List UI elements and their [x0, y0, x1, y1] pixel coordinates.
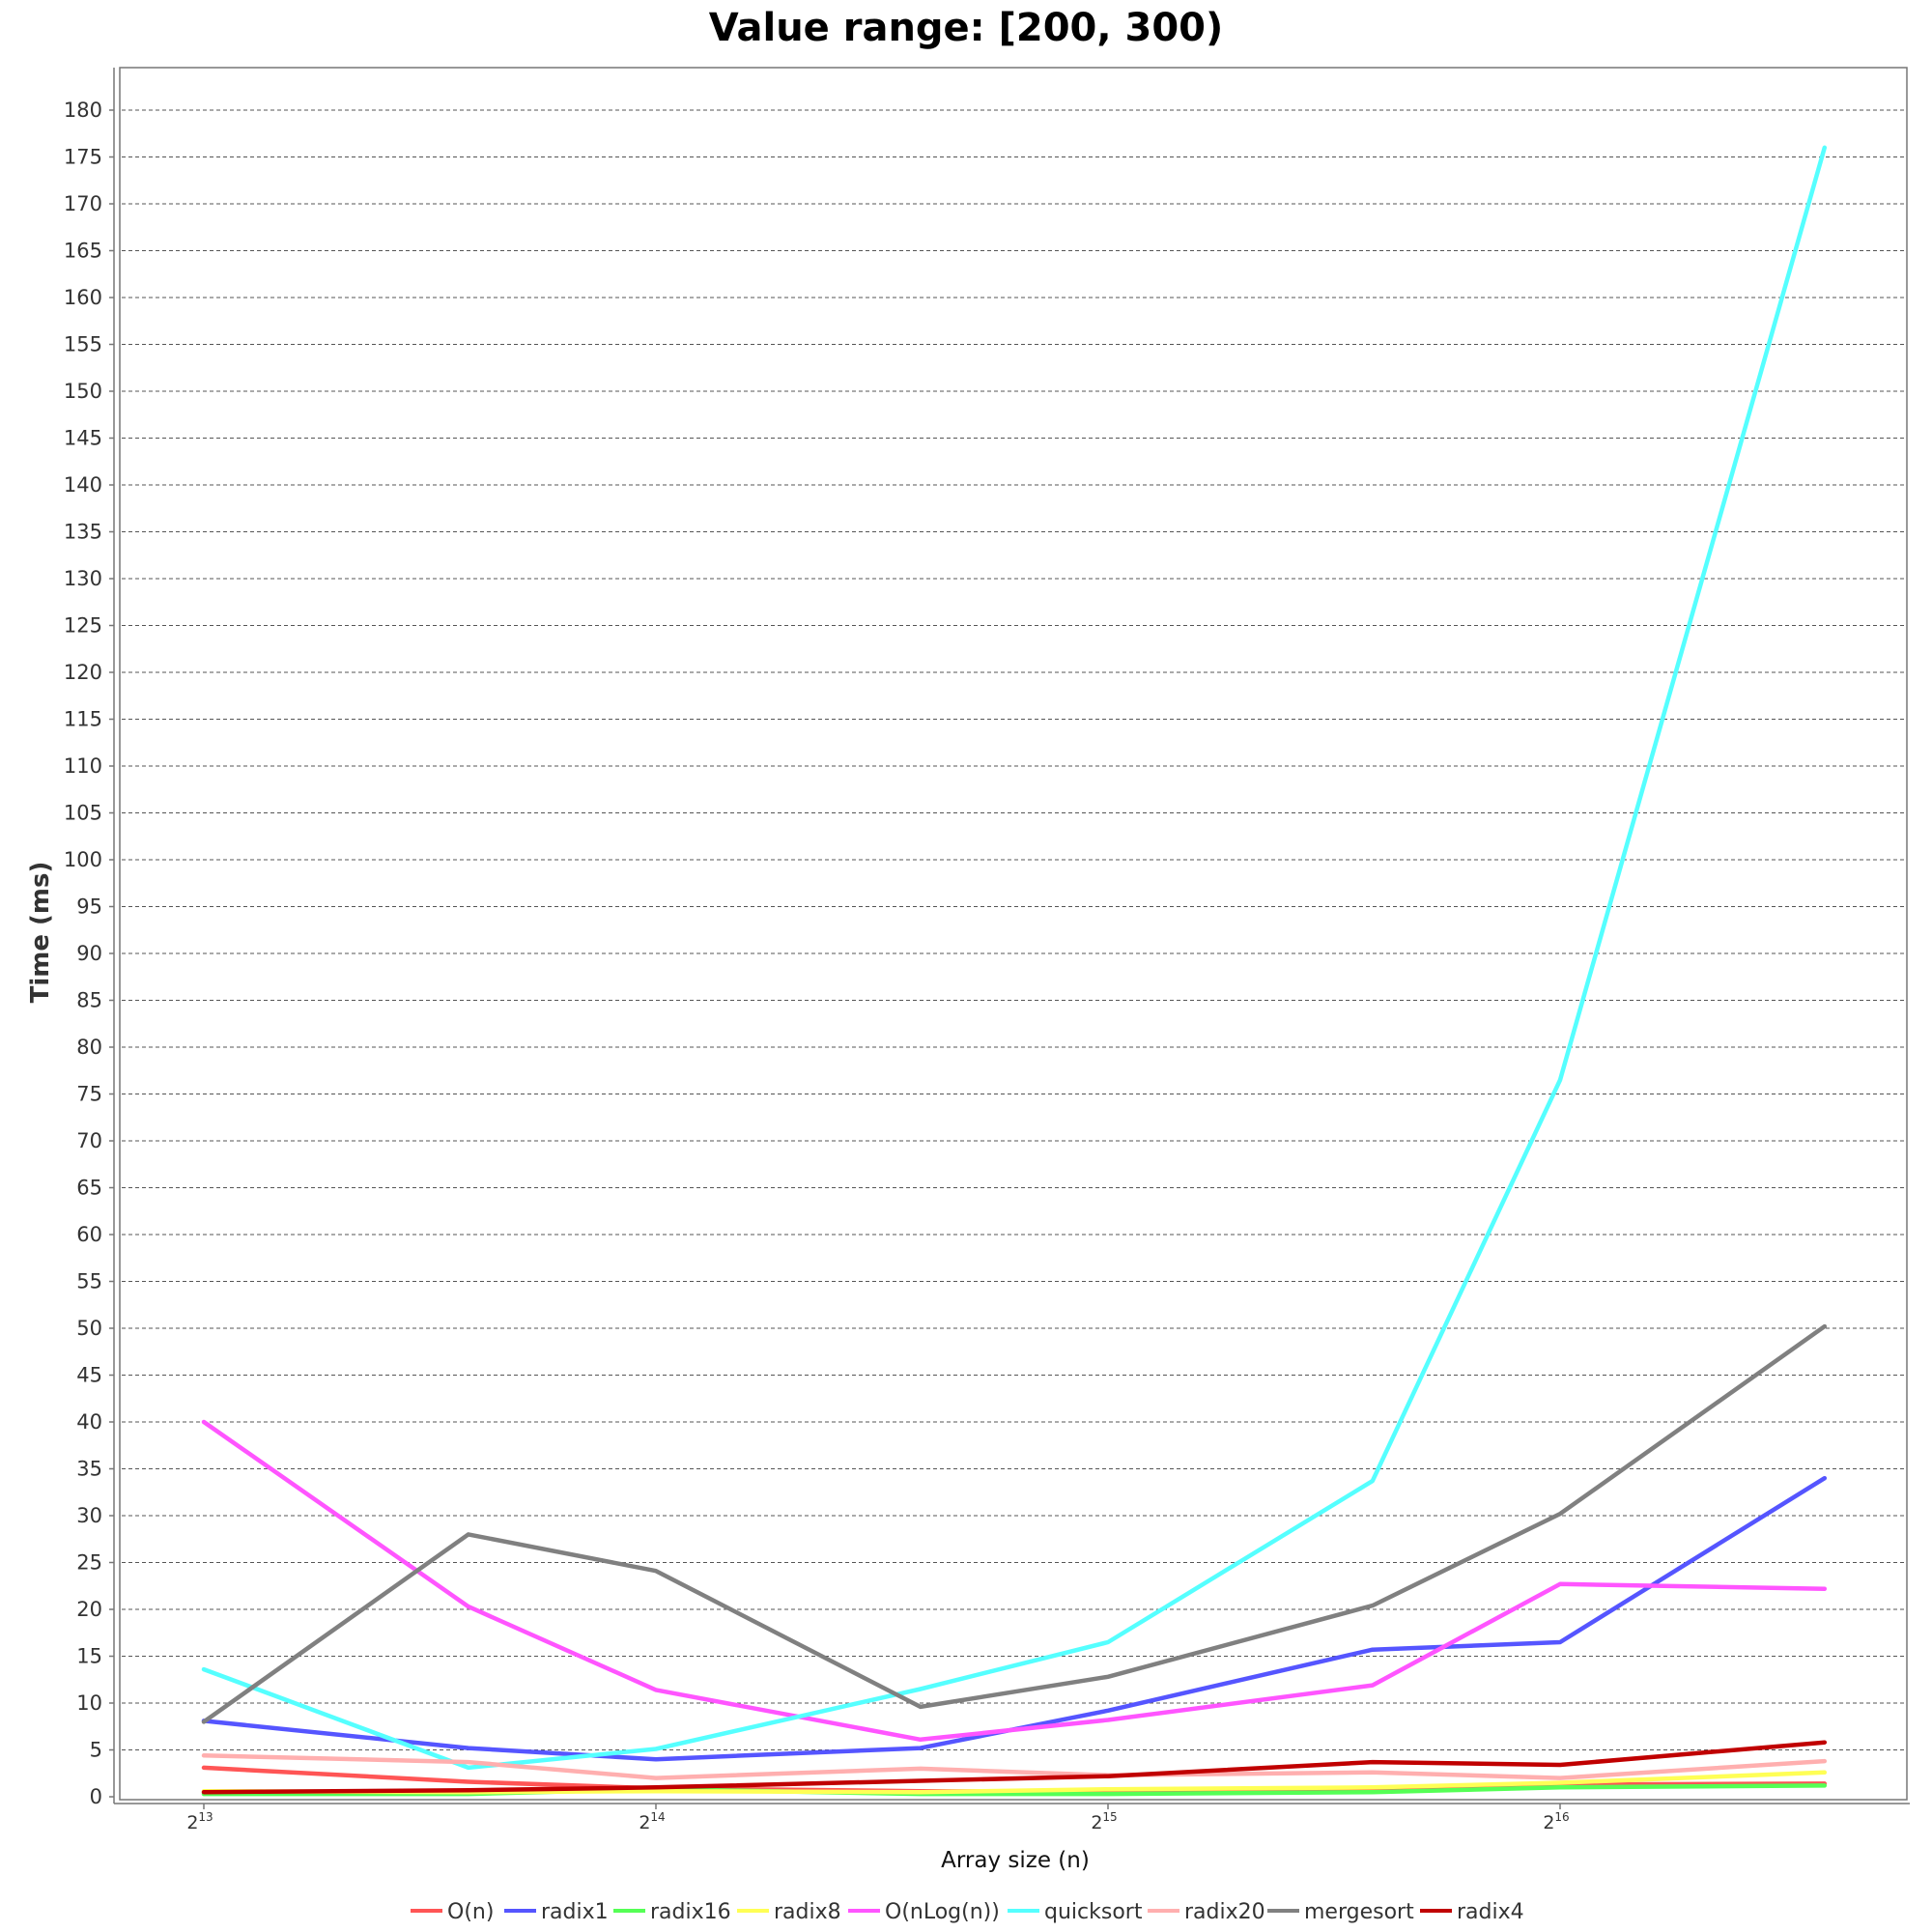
x-axis-ticks: 213 214 215 216 — [186, 1804, 1570, 1833]
series-line-radix20 — [201, 1753, 1828, 1780]
y-tick-label: 15 — [76, 1645, 102, 1668]
legend-item: quicksort — [1008, 1900, 1143, 1924]
legend: O(n) radix1 radix16 radix8 O(nLog(n)) quickso… — [411, 1900, 1524, 1924]
legend-item: radix1 — [504, 1900, 609, 1924]
legend-label: radix8 — [774, 1900, 841, 1924]
x-tick-label: 215 — [1091, 1810, 1117, 1833]
y-tick-label: 110 — [64, 754, 102, 778]
legend-label: radix4 — [1457, 1900, 1524, 1924]
y-axis-label: Time (ms) — [26, 862, 55, 1004]
legend-label: radix20 — [1184, 1900, 1265, 1924]
legend-item: radix4 — [1420, 1900, 1524, 1924]
y-tick-label: 70 — [76, 1129, 102, 1152]
y-tick-label: 115 — [64, 708, 102, 731]
y-tick-label: 120 — [64, 661, 102, 684]
y-tick-label: 85 — [76, 989, 102, 1012]
x-tick-label: 213 — [186, 1810, 213, 1833]
y-tick-label: 65 — [76, 1177, 102, 1200]
y-tick-label: 30 — [76, 1504, 102, 1527]
grid-lines — [122, 109, 1905, 1750]
y-tick-label: 90 — [76, 942, 102, 965]
y-tick-label: 55 — [76, 1270, 102, 1293]
y-tick-label: 165 — [64, 240, 102, 263]
y-tick-label: 155 — [64, 333, 102, 356]
y-tick-label: 40 — [76, 1410, 102, 1434]
legend-item: radix8 — [737, 1900, 841, 1924]
legend-label: O(nLog(n)) — [885, 1900, 1000, 1924]
y-tick-label: 105 — [64, 802, 102, 825]
legend-item: mergesort — [1267, 1900, 1414, 1924]
legend-label: radix1 — [541, 1900, 609, 1924]
chart-title: Value range: [200, 300) — [709, 6, 1224, 50]
legend-item: O(nLog(n)) — [848, 1900, 1000, 1924]
y-tick-label: 145 — [64, 427, 102, 450]
y-tick-label: 150 — [64, 380, 102, 403]
y-tick-label: 45 — [76, 1364, 102, 1387]
y-tick-label: 175 — [64, 146, 102, 169]
y-axis-ticks: 0 5 10 15 20 25 30 35 40 45 50 55 60 65 70 75 80 85 90 95 10… — [64, 99, 114, 1808]
y-tick-label: 170 — [64, 192, 102, 215]
legend-item: radix20 — [1148, 1900, 1265, 1924]
y-tick-label: 180 — [64, 99, 102, 122]
y-tick-label: 95 — [76, 895, 102, 919]
y-tick-label: 140 — [64, 473, 102, 497]
x-tick-label: 216 — [1543, 1810, 1569, 1833]
series-line-radix1 — [201, 1475, 1828, 1762]
y-tick-label: 5 — [90, 1739, 102, 1762]
y-tick-label: 20 — [76, 1598, 102, 1621]
plot-frame — [119, 67, 1908, 1801]
x-tick-label: 214 — [639, 1810, 665, 1833]
y-tick-label: 135 — [64, 521, 102, 544]
legend-item: O(n) — [411, 1900, 494, 1924]
y-tick-label: 35 — [76, 1458, 102, 1481]
y-tick-label: 0 — [90, 1785, 102, 1808]
x-axis-label: Array size (n) — [941, 1848, 1090, 1873]
series-line-radix4 — [201, 1740, 1828, 1795]
y-tick-label: 160 — [64, 286, 102, 309]
y-tick-label: 25 — [76, 1551, 102, 1575]
legend-label: quicksort — [1044, 1900, 1143, 1924]
y-tick-label: 60 — [76, 1223, 102, 1246]
y-tick-label: 100 — [64, 848, 102, 871]
series-line-radix8 — [201, 1770, 1828, 1795]
series-lines — [201, 145, 1828, 1797]
y-tick-label: 75 — [76, 1083, 102, 1106]
legend-label: radix16 — [650, 1900, 731, 1924]
legend-label: mergesort — [1304, 1900, 1414, 1924]
series-line-mergesort — [201, 1323, 1828, 1724]
y-tick-label: 125 — [64, 614, 102, 638]
y-tick-label: 10 — [76, 1691, 102, 1715]
series-line-quicksort — [201, 145, 1828, 1771]
y-tick-label: 50 — [76, 1317, 102, 1340]
series-line-o-nlog-n — [201, 1419, 1828, 1743]
y-tick-label: 130 — [64, 567, 102, 590]
legend-label: O(n) — [447, 1900, 494, 1924]
y-tick-label: 80 — [76, 1036, 102, 1059]
legend-item: radix16 — [613, 1900, 731, 1924]
